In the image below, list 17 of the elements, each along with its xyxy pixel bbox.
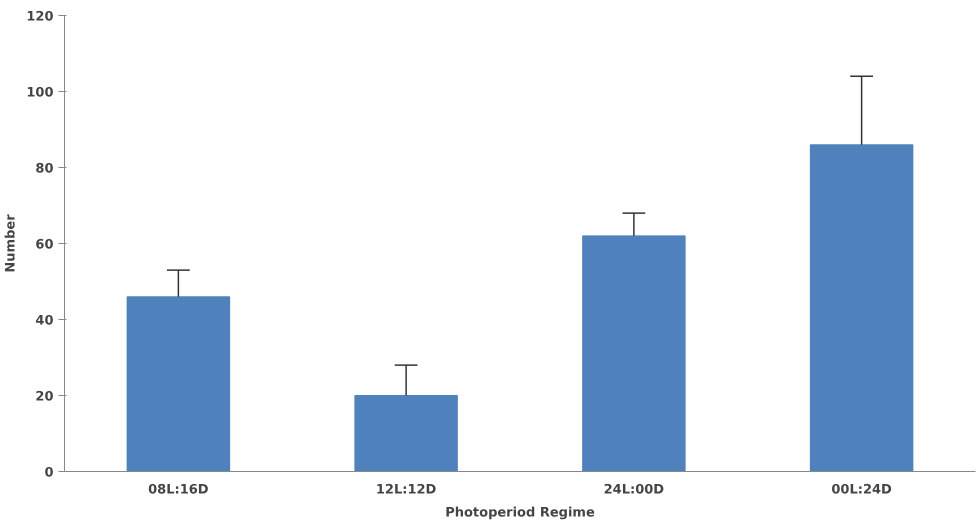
x-axis-title: Photoperiod Regime: [445, 506, 595, 520]
y-tick-label: 80: [35, 162, 54, 176]
y-axis-title: Number: [3, 214, 18, 273]
y-tick-label: 120: [26, 10, 54, 24]
x-tick-label: 08L:16D: [148, 482, 209, 498]
y-tick-label: 40: [35, 314, 54, 328]
y-tick-label: 20: [35, 390, 54, 404]
y-tick-label: 100: [26, 86, 54, 100]
bar: [354, 395, 458, 472]
y-tick-label: 0: [44, 466, 54, 480]
bar: [582, 235, 686, 472]
y-tick-label: 60: [35, 238, 54, 252]
bar: [810, 144, 914, 472]
x-tick-label: 12L:12D: [376, 482, 437, 498]
x-tick-label: 00L:24D: [831, 482, 892, 498]
x-tick-label: 24L:00D: [604, 482, 664, 498]
bar: [126, 296, 230, 472]
